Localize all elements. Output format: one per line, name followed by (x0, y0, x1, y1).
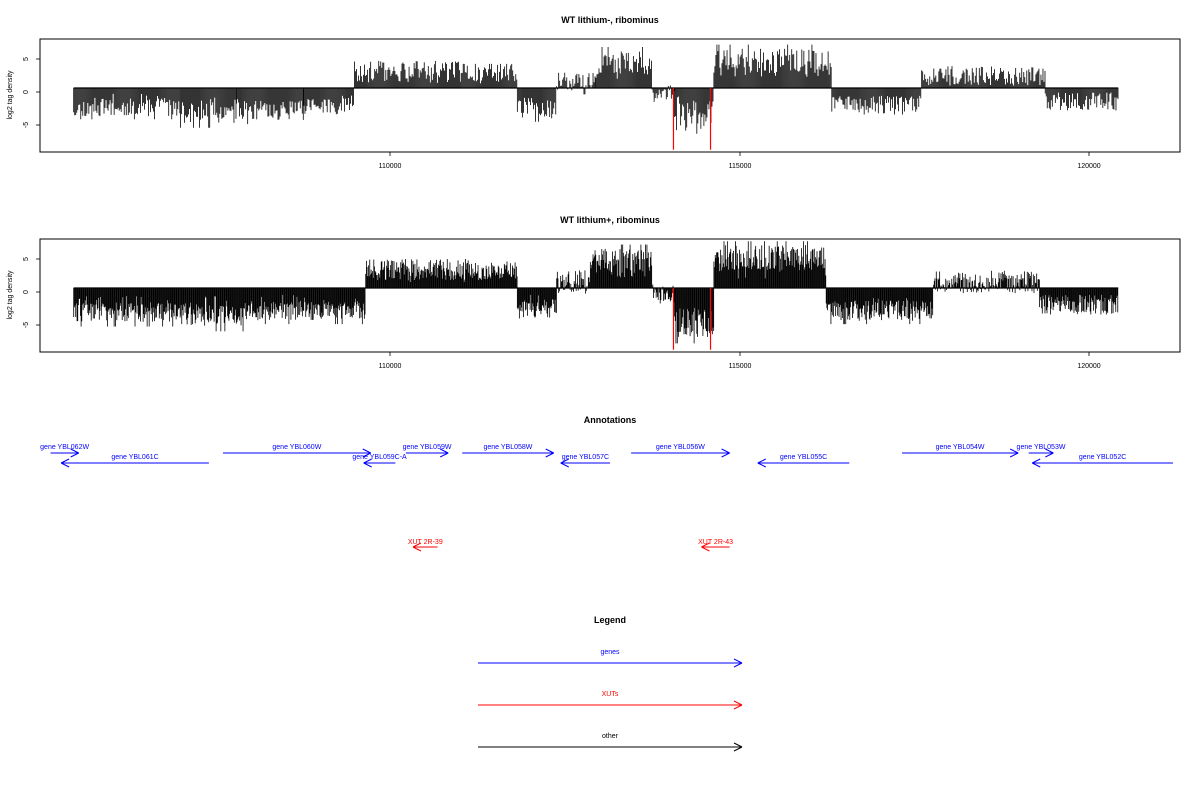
panel-1-xaxis: 110000 115000 120000 (379, 152, 1101, 170)
xut-label: XUT 2R-43 (698, 539, 733, 546)
legend-label: genes (600, 649, 620, 656)
gene-arrow: gene YBL055C (757, 454, 850, 468)
panel-lithium-minus: WT lithium-, ribominus log2 tag density … (7, 15, 1181, 170)
gene-arrow: gene YBL052C (1031, 454, 1173, 468)
gene-label: gene YBL060W (272, 444, 321, 451)
legend-item: genes (478, 649, 743, 668)
gene-arrow: gene YBL059W (403, 444, 452, 458)
panel-1-ytick-label: -5 (23, 122, 30, 128)
panel-1-yaxis: -5 0 5 (23, 57, 41, 128)
panel-2-ytick-label: -5 (23, 322, 30, 328)
gene-label: gene YBL053W (1017, 444, 1066, 451)
panel-2-ytick-label: 0 (23, 290, 30, 294)
gene-arrow: gene YBL060W (222, 444, 371, 458)
panel-2-yaxis: -5 0 5 (23, 257, 41, 328)
gene-label: gene YBL056W (656, 444, 705, 451)
gene-label: gene YBL059C-A (352, 454, 407, 461)
panel-1-ylabel: log2 tag density (7, 70, 14, 120)
legend-title: Legend (594, 615, 626, 625)
xut-arrow: XUT 2R-39 (408, 539, 443, 552)
panel-2-xaxis: 110000 115000 120000 (379, 352, 1101, 370)
gene-label: gene YBL057C (562, 454, 609, 461)
panel-1-xtick-label: 110000 (379, 163, 402, 170)
gene-label: gene YBL061C (111, 454, 158, 461)
panel-1-xtick-label: 115000 (729, 163, 752, 170)
gene-arrow: gene YBL062W (40, 444, 89, 458)
gene-arrow: gene YBL056W (631, 444, 730, 458)
panel-1-xtick-label: 120000 (1077, 163, 1100, 170)
gene-arrow: gene YBL059C-A (352, 454, 407, 468)
legend: Legend genes XUTs other (478, 615, 743, 752)
panel-2-xtick-label: 115000 (729, 363, 752, 370)
panel-lithium-plus: WT lithium+, ribominus log2 tag density … (7, 215, 1181, 370)
xut-arrow: XUT 2R-43 (698, 539, 733, 552)
legend-label: other (602, 733, 619, 740)
legend-item: other (478, 733, 743, 752)
legend-items: genes XUTs other (478, 649, 743, 752)
gene-arrow: gene YBL058W (462, 444, 554, 458)
gene-annotations: gene YBL062W gene YBL061C gene YBL060W gene… (40, 444, 1173, 468)
gene-label: gene YBL055C (780, 454, 827, 461)
legend-item: XUTs (478, 691, 743, 710)
panel-1-ytick-label: 0 (23, 90, 30, 94)
gene-label: gene YBL052C (1079, 454, 1126, 461)
panel-2-title: WT lithium+, ribominus (560, 215, 660, 225)
gene-label: gene YBL058W (484, 444, 533, 451)
panel-1-title: WT lithium-, ribominus (561, 15, 659, 25)
panel-2-ylabel: log2 tag density (7, 270, 14, 320)
panel-1-ytick-label: 5 (23, 57, 30, 61)
legend-label: XUTs (602, 691, 619, 698)
gene-arrow: gene YBL057C (560, 454, 610, 468)
panel-2-xtick-label: 110000 (379, 363, 402, 370)
panel-2-bars (73, 241, 1119, 350)
gene-label: gene YBL059W (403, 444, 452, 451)
gene-label: gene YBL062W (40, 444, 89, 451)
panel-2-ytick-label: 5 (23, 257, 30, 261)
gene-arrow: gene YBL054W (902, 444, 1019, 458)
gene-arrow: gene YBL053W (1017, 444, 1066, 458)
panel-1-bars (73, 44, 1119, 150)
annotations-title: Annotations (584, 415, 637, 425)
xut-label: XUT 2R-39 (408, 539, 443, 546)
gene-label: gene YBL054W (936, 444, 985, 451)
panel-2-xtick-label: 120000 (1077, 363, 1100, 370)
gene-arrow: gene YBL061C (60, 454, 209, 468)
xut-annotations: XUT 2R-39 XUT 2R-43 (408, 539, 733, 552)
